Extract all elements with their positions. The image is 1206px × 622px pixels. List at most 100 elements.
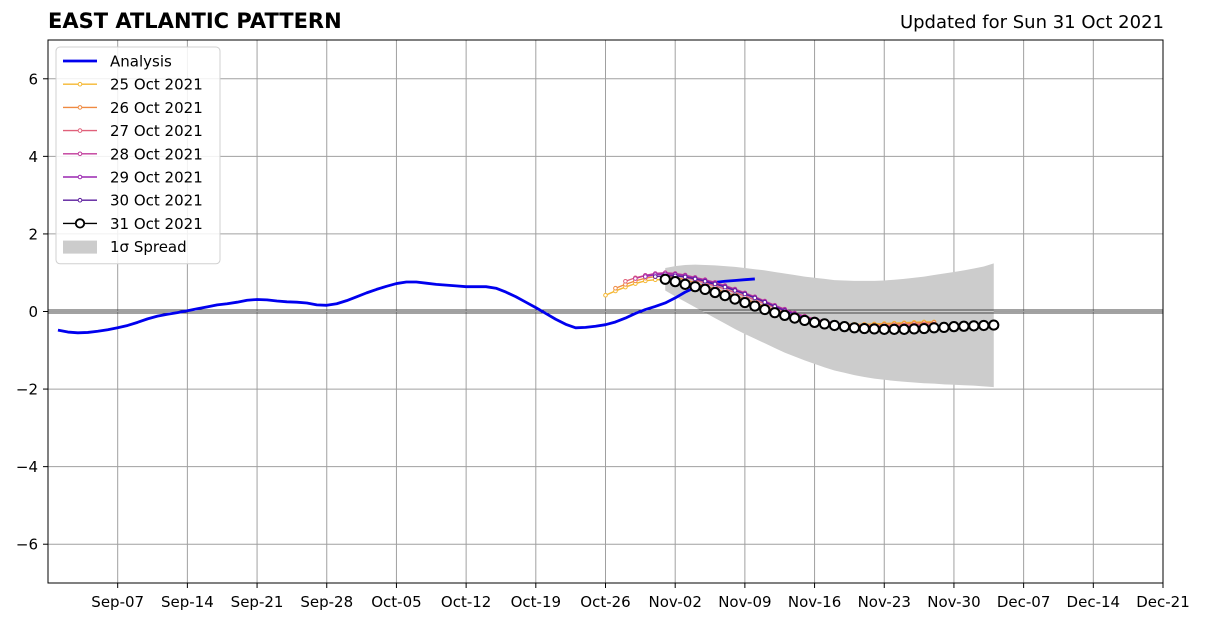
legend-item: 27 Oct 2021 (63, 122, 203, 140)
legend-swatch-marker (74, 218, 86, 229)
legend-label: 29 Oct 2021 (110, 169, 203, 187)
y-tick-label: −6 (16, 536, 38, 554)
legend-label: 1σ Spread (110, 238, 187, 256)
forecast-marker (613, 285, 618, 291)
forecast-marker (752, 295, 758, 301)
legend-swatch-marker (77, 174, 83, 180)
forecast-marker-open (808, 316, 821, 328)
forecast-marker (732, 288, 738, 293)
x-tick-label: Nov-16 (788, 593, 841, 611)
forecast-marker-open (918, 322, 930, 335)
forecast-marker-open (769, 307, 781, 319)
forecast-marker (643, 274, 648, 279)
legend-swatch-marker (77, 81, 83, 87)
forecast-marker (652, 274, 658, 279)
legend-swatch-marker (77, 105, 83, 110)
x-tick-label: Oct-05 (371, 593, 421, 611)
forecast-marker-open (868, 323, 880, 335)
forecast-marker (682, 274, 688, 280)
forecast-marker-open (689, 281, 701, 293)
forecast-marker-open (779, 309, 791, 321)
legend-label: 26 Oct 2021 (110, 99, 203, 117)
legend-item: Analysis (63, 53, 172, 71)
legend-item: 1σ Spread (63, 238, 187, 256)
x-tick-label: Oct-26 (580, 593, 630, 611)
x-tick-label: Oct-19 (511, 593, 561, 611)
analysis-line (57, 277, 755, 335)
forecast-marker-open (938, 321, 950, 334)
forecast-marker-open (709, 286, 721, 299)
x-tick-label: Oct-12 (441, 593, 491, 611)
x-tick-label: Sep-21 (231, 593, 284, 611)
forecast-marker-open (739, 296, 751, 309)
legend-label: 30 Oct 2021 (110, 192, 203, 210)
legend-label: 27 Oct 2021 (110, 122, 203, 140)
legend-label: 28 Oct 2021 (110, 145, 203, 163)
y-tick-label: −2 (16, 381, 38, 399)
forecast-marker-open (669, 276, 681, 288)
legend-item: 30 Oct 2021 (63, 192, 203, 210)
plot-content (48, 263, 1163, 388)
legend-item: 25 Oct 2021 (63, 76, 203, 94)
y-tick-label: −4 (16, 458, 38, 476)
forecast-marker-open (828, 319, 841, 332)
forecast-marker-open (948, 321, 960, 333)
forecast-marker-open (898, 323, 910, 335)
forecast-marker-open (958, 320, 970, 332)
x-tick-label: Sep-07 (91, 593, 144, 611)
x-tick-label: Sep-14 (161, 593, 214, 611)
forecast-marker-open (968, 320, 980, 332)
legend-swatch-marker (77, 197, 83, 203)
forecast-marker-open (699, 283, 711, 295)
forecast-marker (702, 278, 708, 284)
y-tick-label: 2 (28, 225, 38, 243)
legend-swatch-marker (77, 151, 83, 157)
forecast-marker (692, 276, 698, 282)
forecast-marker-open (818, 318, 831, 330)
legend-label: Analysis (110, 53, 172, 71)
forecast-marker-open (759, 303, 771, 316)
axis-ticks: Sep-07 Sep-14 Sep-21 Sep-28 Oct-05 Oct-12 Oct-… (16, 70, 1190, 611)
legend-item: 29 Oct 2021 (63, 169, 203, 187)
forecast-marker-open (719, 289, 731, 302)
updated-date-label: Updated for Sun 31 Oct 2021 (899, 12, 1164, 33)
forecast-marker (762, 299, 768, 305)
x-tick-label: Nov-23 (858, 593, 911, 611)
x-tick-label: Dec-14 (1067, 593, 1121, 611)
x-tick-label: Nov-02 (649, 593, 702, 611)
forecast-marker-open (888, 323, 900, 335)
forecast-marker-open (799, 314, 811, 327)
forecast-marker (722, 284, 728, 290)
forecast-marker-open (928, 322, 940, 334)
forecast-series-7 (659, 273, 1000, 335)
forecast-marker-open (679, 278, 691, 290)
x-tick-label: Dec-07 (997, 593, 1051, 611)
legend-swatch-marker (77, 128, 83, 133)
forecast-marker-open (659, 273, 671, 285)
x-tick-label: Sep-28 (300, 593, 353, 611)
x-tick-label: Nov-30 (927, 593, 980, 611)
forecast-marker-open (988, 319, 1000, 331)
forecast-marker-open (729, 293, 741, 305)
legend-item: 26 Oct 2021 (63, 99, 203, 117)
legend-label: 25 Oct 2021 (110, 76, 203, 94)
y-tick-label: 0 (28, 303, 38, 321)
forecast-marker (603, 292, 608, 298)
forecast-marker (633, 276, 638, 281)
forecast-marker-open (908, 323, 920, 335)
forecast-marker-open (838, 321, 851, 333)
legend: Analysis 25 Oct 2021 26 Oct 2021 27 Oct 202… (55, 46, 221, 265)
legend-item: 28 Oct 2021 (63, 145, 203, 163)
legend-swatch-spread (63, 240, 97, 254)
legend-box (55, 46, 221, 265)
y-tick-label: 6 (28, 70, 38, 88)
forecast-marker (712, 281, 718, 287)
x-tick-label: Dec-21 (1136, 593, 1190, 611)
y-tick-label: 4 (28, 148, 38, 166)
forecast-marker (623, 278, 628, 284)
x-tick-label: Nov-09 (718, 593, 771, 611)
forecast-marker-open (878, 323, 890, 335)
forecast-marker-open (858, 322, 870, 335)
forecast-marker-open (749, 300, 761, 312)
